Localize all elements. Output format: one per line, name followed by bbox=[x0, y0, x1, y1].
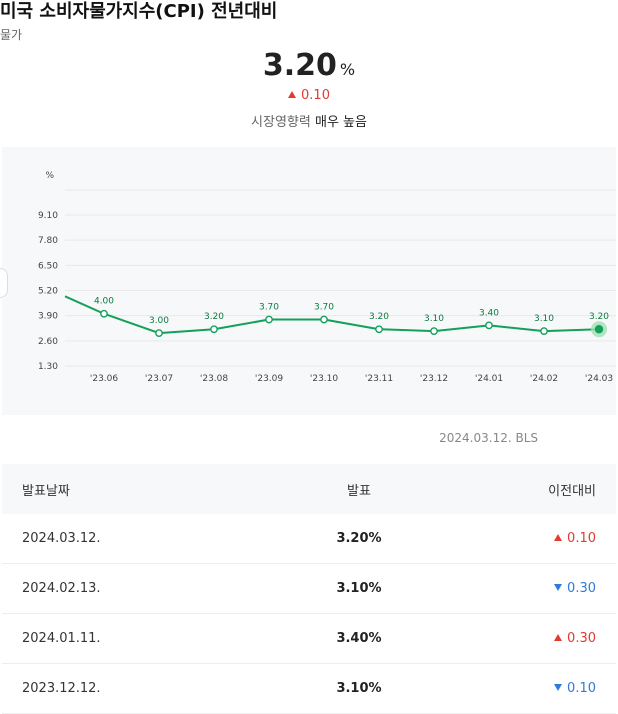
data-label: 3.20 bbox=[369, 312, 389, 322]
row-date: 2023.12.12. bbox=[2, 663, 263, 714]
y-unit-label: % bbox=[45, 171, 54, 181]
up-arrow-icon bbox=[288, 91, 297, 98]
current-change: 0.10 bbox=[0, 88, 618, 103]
down-arrow-icon bbox=[554, 584, 563, 591]
x-tick-label: '23.07 bbox=[145, 374, 173, 384]
y-tick-label: 3.90 bbox=[38, 312, 58, 322]
data-label: 3.70 bbox=[314, 303, 334, 313]
data-point bbox=[485, 321, 493, 330]
row-change-value: 0.30 bbox=[567, 581, 596, 596]
cpi-line-chart: % 9.10 7.80 6.50 5.20 3.90 2.60 1.30 '23.06 '23.0… bbox=[38, 171, 616, 384]
row-value: 3.10% bbox=[263, 563, 455, 614]
source-note: 2024.03.12. BLS bbox=[439, 431, 538, 445]
x-tick-label: '23.12 bbox=[420, 374, 448, 384]
data-label: 3.70 bbox=[259, 303, 279, 313]
down-arrow-icon bbox=[554, 684, 563, 691]
table-row: 2024.01.11. 3.40% 0.30 bbox=[2, 613, 616, 664]
up-arrow-icon bbox=[554, 634, 563, 641]
data-label: 4.00 bbox=[94, 297, 114, 307]
x-tick-label: '24.02 bbox=[530, 374, 558, 384]
x-tick-label: '23.11 bbox=[365, 374, 393, 384]
data-point bbox=[594, 325, 604, 334]
y-tick-label: 5.20 bbox=[38, 287, 58, 297]
up-arrow-icon bbox=[554, 534, 563, 541]
data-label: 3.20 bbox=[589, 312, 609, 322]
row-change-value: 0.10 bbox=[567, 531, 596, 546]
row-change-value: 0.30 bbox=[567, 631, 596, 646]
col-header-date: 발표날짜 bbox=[2, 464, 263, 514]
row-change: 0.10 bbox=[455, 514, 616, 564]
chart-scroll-handle[interactable] bbox=[0, 268, 8, 298]
row-value: 3.40% bbox=[263, 613, 455, 664]
y-tick-label: 6.50 bbox=[38, 261, 58, 271]
data-label: 3.00 bbox=[149, 316, 169, 326]
category-label: 물가 bbox=[0, 28, 23, 42]
row-date: 2024.01.11. bbox=[2, 613, 263, 664]
data-point bbox=[210, 325, 218, 334]
x-tick-label: '23.08 bbox=[200, 374, 229, 384]
row-change-value: 0.10 bbox=[567, 681, 596, 696]
x-tick-label: '24.01 bbox=[475, 374, 503, 384]
table-row: 2024.03.12. 3.20% 0.10 bbox=[2, 514, 616, 564]
data-point bbox=[320, 315, 328, 324]
data-point bbox=[540, 327, 548, 336]
data-label: 3.10 bbox=[424, 314, 444, 324]
row-date: 2024.02.13. bbox=[2, 563, 263, 614]
y-tick-label: 2.60 bbox=[38, 337, 58, 347]
y-tick-label: 7.80 bbox=[38, 236, 58, 246]
current-value-block: 3.20% bbox=[0, 48, 618, 83]
data-label: 3.10 bbox=[534, 314, 554, 324]
x-tick-label: '23.09 bbox=[255, 374, 284, 384]
data-point bbox=[375, 325, 383, 334]
table-row: 2024.02.13. 3.10% 0.30 bbox=[2, 563, 616, 614]
release-table: 발표날짜 발표 이전대비 2024.03.12. 3.20% 0.10 2024.02… bbox=[2, 464, 616, 714]
row-change: 0.30 bbox=[455, 563, 616, 614]
impact-level: 매우 높음 bbox=[314, 115, 367, 130]
current-unit: % bbox=[339, 60, 356, 79]
data-point bbox=[100, 309, 108, 318]
col-header-value: 발표 bbox=[263, 464, 455, 514]
col-header-change: 이전대비 bbox=[455, 464, 616, 514]
page-title: 미국 소비자물가지수(CPI) 전년대비 bbox=[0, 0, 312, 24]
data-point bbox=[430, 327, 438, 336]
row-date: 2024.03.12. bbox=[2, 514, 263, 564]
chart-area: % 9.10 7.80 6.50 5.20 3.90 2.60 1.30 '23.06 '23.0… bbox=[2, 147, 616, 415]
table-header-row: 발표날짜 발표 이전대비 bbox=[2, 464, 616, 514]
row-change: 0.10 bbox=[455, 663, 616, 714]
y-tick-label: 9.10 bbox=[38, 211, 58, 221]
data-point bbox=[265, 315, 273, 324]
table-row: 2023.12.12. 3.10% 0.10 bbox=[2, 663, 616, 714]
x-tick-label: '23.06 bbox=[90, 374, 119, 384]
data-label: 3.40 bbox=[479, 308, 499, 318]
row-value: 3.20% bbox=[263, 514, 455, 564]
row-value: 3.10% bbox=[263, 663, 455, 714]
market-impact: 시장영향력 매우 높음 bbox=[0, 111, 618, 130]
x-tick-label: '23.10 bbox=[310, 374, 339, 384]
x-tick-label: '24.03 bbox=[585, 374, 613, 384]
data-point bbox=[155, 329, 163, 337]
current-change-value: 0.10 bbox=[301, 88, 330, 103]
data-label: 3.20 bbox=[204, 312, 224, 322]
y-tick-label: 1.30 bbox=[38, 362, 58, 372]
impact-label: 시장영향력 bbox=[251, 115, 311, 130]
current-value: 3.20 bbox=[262, 48, 337, 83]
row-change: 0.30 bbox=[455, 613, 616, 664]
